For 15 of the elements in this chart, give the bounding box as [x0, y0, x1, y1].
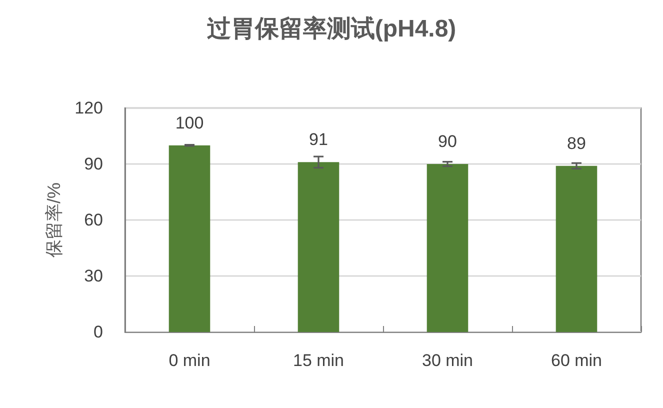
- x-tick-label: 30 min: [422, 351, 474, 370]
- data-label: 100: [175, 113, 204, 132]
- x-tick-label: 15 min: [292, 351, 344, 370]
- y-tick-label: 120: [74, 98, 103, 118]
- y-tick-label: 0: [94, 322, 103, 342]
- x-tick-label: 0 min: [168, 351, 210, 370]
- y-tick-label: 60: [84, 210, 103, 230]
- x-tick-label: 60 min: [550, 351, 602, 370]
- y-axis-title: 保留率/%: [44, 182, 64, 258]
- y-tick-label: 90: [84, 154, 103, 174]
- y-tick-label: 30: [84, 266, 103, 286]
- data-label: 91: [309, 130, 328, 150]
- data-label: 89: [567, 134, 586, 153]
- data-label: 90: [438, 132, 457, 151]
- chart-title: 过胃保留率测试(pH4.8): [206, 16, 456, 42]
